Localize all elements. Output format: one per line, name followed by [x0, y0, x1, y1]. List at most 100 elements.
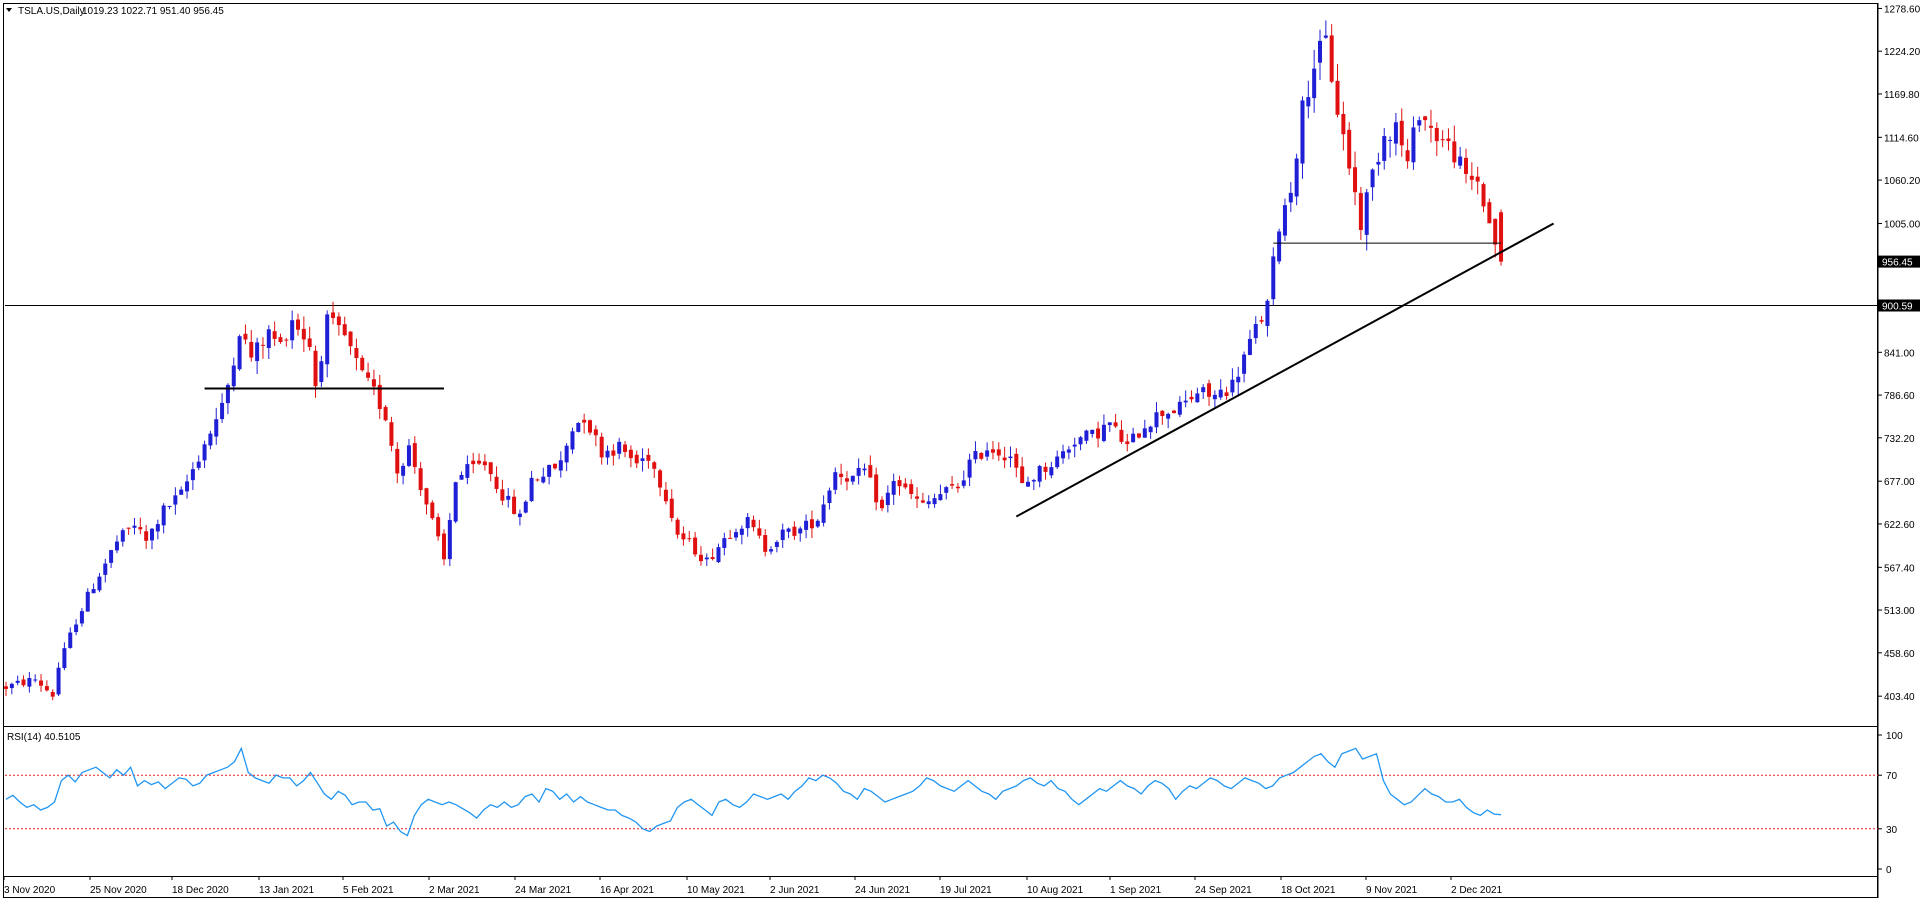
candle-body	[436, 517, 441, 537]
candle-body	[237, 336, 242, 370]
candle-body	[50, 691, 55, 697]
candle-body	[1055, 456, 1060, 468]
candle-body	[757, 528, 762, 536]
candle-body	[1312, 68, 1317, 99]
price-tick-label: 567.40	[1884, 563, 1915, 574]
candle-body	[990, 449, 995, 453]
candle-body	[1119, 429, 1124, 442]
candle-body	[1142, 428, 1147, 438]
candle-body	[628, 449, 633, 459]
candle-body	[1026, 481, 1030, 487]
candle-body	[1154, 412, 1159, 428]
rsi-line	[5, 746, 1502, 837]
candle-body	[406, 445, 411, 466]
candle-body	[839, 473, 844, 478]
candle-body	[716, 547, 721, 563]
rsi-tick-label: 30	[1886, 825, 1898, 836]
candle-body	[658, 470, 663, 488]
time-tick-label: 5 Feb 2021	[343, 885, 394, 896]
time-tick-label: 2 Mar 2021	[429, 885, 480, 896]
candle-body	[588, 420, 592, 433]
candle-body	[523, 501, 528, 513]
candle-body	[412, 443, 417, 467]
candle-body	[68, 632, 73, 648]
candle-body	[599, 436, 604, 458]
candle-body	[360, 357, 365, 371]
candle-body	[1037, 466, 1042, 482]
candle-body	[371, 379, 376, 387]
candle-body	[453, 482, 458, 522]
price-tick-label: 1005.00	[1884, 219, 1920, 230]
candle-body	[552, 463, 557, 469]
candle-body	[780, 529, 785, 541]
candle-body	[202, 444, 207, 461]
candle-body	[1259, 320, 1264, 322]
rsi-pane	[5, 746, 1878, 837]
symbol-menu-icon[interactable]	[6, 8, 12, 12]
candle-body	[161, 505, 166, 526]
candle-body	[605, 450, 610, 458]
candle-body	[652, 462, 657, 469]
price-tick-label: 403.40	[1884, 692, 1915, 703]
candle-body	[319, 361, 324, 382]
candle-body	[97, 576, 102, 591]
candle-body	[395, 448, 400, 474]
candle-body	[1020, 466, 1025, 484]
candle-body	[955, 486, 960, 489]
candle-body	[342, 324, 347, 336]
trendline[interactable]	[1015, 222, 1555, 518]
candle-body	[1288, 192, 1293, 203]
candle-body	[512, 496, 517, 514]
candle-body	[1066, 449, 1071, 453]
candle-body	[576, 423, 581, 432]
candle-body	[1440, 139, 1445, 141]
candle-body	[593, 429, 598, 436]
candle-body	[155, 524, 160, 532]
candle-body	[722, 538, 727, 548]
time-tick-label: 3 Nov 2020	[4, 885, 56, 896]
time-tick-label: 18 Oct 2021	[1281, 885, 1336, 896]
time-tick-label: 10 May 2021	[687, 885, 745, 896]
candle-body	[798, 528, 803, 534]
candle-body	[1236, 376, 1241, 383]
candle-body	[944, 487, 949, 493]
candle-body	[809, 519, 814, 529]
candle-body	[354, 348, 359, 359]
time-axis: 3 Nov 2020 25 Nov 2020 18 Dec 2020 13 Jan 2…	[3, 876, 1503, 896]
price-tick-label: 1278.60	[1884, 4, 1920, 15]
candle-body	[634, 454, 639, 464]
candle-body	[366, 372, 371, 378]
candle-body	[1096, 428, 1101, 439]
candle-body	[1101, 424, 1106, 441]
chart-frame	[3, 3, 1878, 898]
candle-body	[979, 452, 984, 459]
candle-body	[996, 449, 1001, 456]
candle-body	[1358, 193, 1363, 230]
candle-body	[144, 531, 149, 541]
candle-body	[138, 527, 143, 530]
candle-body	[1084, 430, 1089, 441]
candle-body	[909, 484, 914, 494]
price-tick-label: 841.00	[1884, 348, 1915, 359]
candle-body	[1172, 410, 1176, 414]
candle-body	[1300, 100, 1305, 164]
candle-body	[167, 505, 172, 507]
candle-body	[33, 679, 38, 681]
candle-body	[1031, 480, 1036, 482]
candle-body	[1294, 158, 1299, 197]
candle-body	[815, 520, 820, 527]
candle-body	[1189, 396, 1194, 400]
candle-body	[9, 683, 14, 689]
candle-body	[570, 431, 575, 450]
candle-body	[1113, 422, 1118, 427]
candle-body	[564, 445, 569, 463]
candle-body	[1423, 116, 1428, 121]
candle-body	[39, 680, 44, 686]
candle-body	[4, 686, 8, 689]
candle-body	[734, 532, 738, 538]
time-tick-label: 24 Jun 2021	[855, 885, 910, 896]
candle-body	[1405, 150, 1410, 162]
time-tick-label: 9 Nov 2021	[1366, 885, 1418, 896]
